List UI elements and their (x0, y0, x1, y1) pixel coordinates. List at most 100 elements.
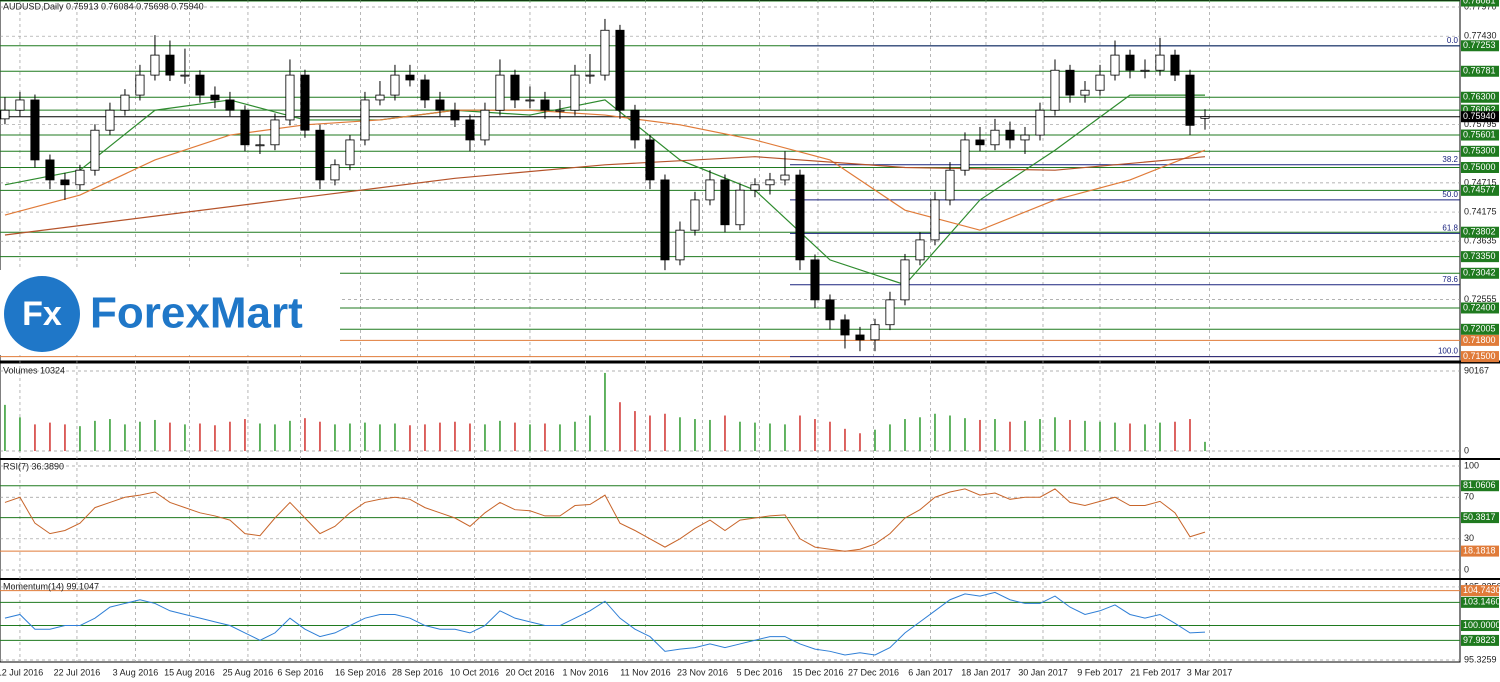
level-tag (1461, 161, 1499, 173)
level-label: 0.71800 (1463, 335, 1496, 345)
x-tick-label: 15 Dec 2016 (792, 667, 843, 677)
x-tick-label: 6 Sep 2016 (277, 667, 323, 677)
candle-body (330, 164, 340, 181)
level-tag (1461, 267, 1499, 279)
candle-body (240, 109, 250, 146)
candle-body (480, 109, 490, 141)
level-label: 81.0606 (1463, 480, 1496, 490)
fib-label: 0.0 (1447, 36, 1459, 45)
candle-body (915, 239, 925, 261)
panel-title: Momentum(14) 99.1047 (3, 581, 99, 591)
level-tag (1461, 111, 1499, 123)
level-tag (1461, 129, 1499, 141)
level-label: 0.73350 (1463, 251, 1496, 261)
candle-body (675, 229, 685, 261)
panel-title: RSI(7) 36.3890 (3, 461, 64, 471)
candle-body (300, 74, 310, 131)
candle-body (1020, 134, 1030, 141)
x-tick-label: 25 Aug 2016 (223, 667, 274, 677)
candle-body (1170, 54, 1180, 76)
indicator-line (4, 591, 1206, 656)
candle-body (375, 94, 385, 101)
level-label: 104.7430 (1463, 585, 1500, 595)
level-tag (1461, 620, 1499, 632)
level-label: 0.74577 (1463, 185, 1496, 195)
candle-body (30, 99, 40, 161)
indicator-line (4, 488, 1206, 552)
candle-body (645, 139, 655, 181)
level-label: 0.75940 (1463, 111, 1496, 121)
candle-body (435, 99, 445, 111)
candle-body (975, 139, 985, 146)
candle-body (360, 99, 370, 141)
candle-body (1005, 129, 1015, 141)
level-tag (1461, 65, 1499, 77)
level-tag (1461, 0, 1499, 7)
candle-body (885, 299, 895, 326)
x-tick-label: 5 Dec 2016 (736, 667, 782, 677)
level-tag (1461, 104, 1499, 116)
candle-body (15, 99, 25, 111)
candle-body (150, 54, 160, 76)
candle-body (120, 94, 130, 111)
level-tag (1461, 184, 1499, 196)
level-tag (1461, 545, 1499, 557)
level-tag (1461, 334, 1499, 346)
candle-body (1125, 54, 1135, 71)
level-label: 0.76300 (1463, 92, 1496, 102)
candle-body (105, 109, 115, 131)
x-tick-label: 23 Nov 2016 (677, 667, 728, 677)
x-tick-label: 28 Sep 2016 (392, 667, 443, 677)
x-tick-label: 10 Oct 2016 (450, 667, 499, 677)
level-label: 18.1818 (1463, 545, 1496, 555)
candle-body (210, 94, 220, 101)
candle-body (570, 74, 580, 111)
candle-body (630, 109, 640, 141)
y-tick-label: 0.74175 (1464, 206, 1497, 216)
candle-body (705, 179, 715, 201)
candle-body (1185, 74, 1195, 126)
level-label: 0.78081 (1463, 0, 1496, 5)
fib-label: 50.0 (1442, 190, 1458, 199)
x-tick-label: 9 Feb 2017 (1077, 667, 1123, 677)
candle-body (510, 74, 520, 101)
candle-body (525, 99, 535, 102)
x-tick-label: 18 Jan 2017 (961, 667, 1011, 677)
candle-body (810, 259, 820, 301)
y-tick-label: 0.74715 (1464, 177, 1497, 187)
level-label: 103.1460 (1463, 597, 1500, 607)
level-label: 0.73802 (1463, 227, 1496, 237)
x-tick-label: 30 Jan 2017 (1018, 667, 1068, 677)
candle-body (135, 74, 145, 96)
fib-label: 38.2 (1442, 155, 1458, 164)
logo: Fx ForexMart (0, 270, 340, 355)
candle-body (270, 119, 280, 146)
candle-body (165, 54, 175, 76)
candle-body (660, 179, 670, 261)
candle-body (225, 99, 235, 111)
level-tag (1461, 596, 1499, 608)
candle-body (255, 144, 265, 147)
level-label: 100.0000 (1463, 620, 1500, 630)
candle-body (405, 74, 415, 81)
candle-body (585, 74, 595, 77)
level-tag (1461, 302, 1499, 314)
y-tick-label: 0 (1464, 445, 1469, 455)
y-tick-label: 30 (1464, 533, 1474, 543)
candle-body (390, 74, 400, 96)
candle-body (345, 139, 355, 166)
level-tag (1461, 226, 1499, 238)
level-label: 0.75601 (1463, 129, 1496, 139)
candle-body (990, 129, 1000, 146)
level-label: 0.76062 (1463, 104, 1496, 114)
candle-body (690, 199, 700, 231)
y-tick-label: 0.77430 (1464, 31, 1497, 41)
level-tag (1461, 480, 1499, 492)
y-tick-label: 100 (1464, 460, 1479, 470)
x-tick-label: 1 Nov 2016 (562, 667, 608, 677)
candle-body (855, 334, 865, 341)
moving-average (4, 109, 1206, 231)
candle-body (930, 199, 940, 241)
